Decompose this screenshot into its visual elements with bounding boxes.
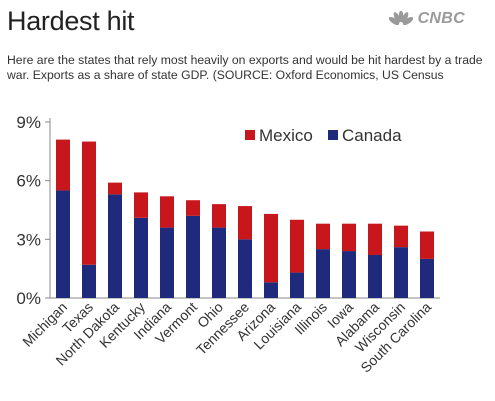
bar-mexico-south-carolina [420, 231, 434, 259]
legend-swatch-canada [328, 130, 338, 140]
bar-mexico-ohio [212, 204, 226, 228]
bar-mexico-wisconsin [394, 225, 408, 248]
peacock-icon [388, 10, 413, 25]
bar-canada-iowa [342, 251, 356, 298]
bar-canada-louisiana [290, 272, 304, 298]
legend-label-mexico: Mexico [259, 126, 313, 145]
chart-title: Hardest hit [7, 6, 135, 36]
bar-canada-tennessee [238, 239, 252, 298]
bar-canada-texas [82, 264, 96, 298]
bar-mexico-kentucky [134, 192, 148, 218]
bar-mexico-texas [82, 141, 96, 265]
bar-mexico-michigan [56, 139, 70, 191]
y-tick-label: 6% [16, 172, 41, 191]
legend: Mexico Canada [245, 126, 402, 145]
bar-mexico-illinois [316, 223, 330, 250]
logo-text: CNBC [417, 10, 465, 27]
cnbc-logo: CNBC [388, 9, 465, 29]
legend-swatch-mexico [245, 130, 255, 140]
bar-canada-ohio [212, 227, 226, 298]
bar-mexico-tennessee [238, 206, 252, 240]
bar-mexico-louisiana [290, 219, 304, 273]
bar-canada-arizona [264, 282, 278, 298]
bar-mexico-north-dakota [108, 182, 122, 195]
bar-canada-michigan [56, 190, 70, 298]
bar-mexico-arizona [264, 213, 278, 283]
bar-canada-indiana [160, 227, 174, 298]
chart-description: Here are the states that rely most heavi… [7, 53, 483, 82]
legend-label-canada: Canada [342, 126, 402, 145]
bar-canada-north-dakota [108, 194, 122, 298]
bar-canada-alabama [368, 254, 382, 298]
y-tick-label: 9% [16, 113, 41, 132]
bar-canada-vermont [186, 215, 200, 298]
bar-canada-illinois [316, 249, 330, 298]
bar-mexico-vermont [186, 200, 200, 216]
y-tick-label: 0% [16, 289, 41, 308]
bars [56, 139, 434, 298]
bar-canada-wisconsin [394, 247, 408, 298]
bar-mexico-iowa [342, 223, 356, 252]
bar-canada-south-carolina [420, 258, 434, 298]
y-tick-label: 3% [16, 230, 41, 249]
bar-mexico-alabama [368, 223, 382, 255]
bar-canada-kentucky [134, 217, 148, 298]
bar-mexico-indiana [160, 196, 174, 228]
